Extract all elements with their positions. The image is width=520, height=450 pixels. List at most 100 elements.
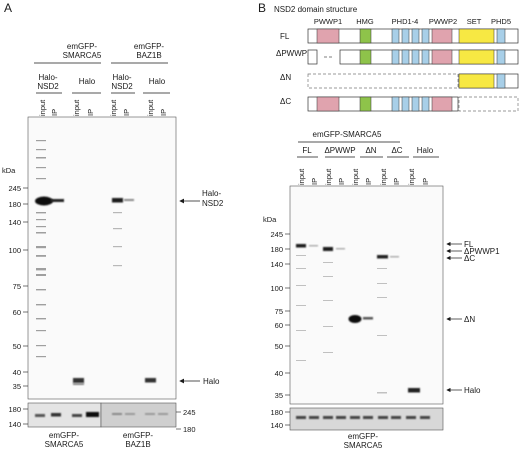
- domain-label-set: SET: [467, 17, 482, 26]
- lane-b7-smear: [377, 268, 387, 394]
- lower-label-b-line2: SMARCA5: [344, 441, 383, 450]
- band-halo-input: [73, 378, 84, 383]
- group-label-2-line1: emGFP-: [134, 42, 165, 51]
- marker-label: 50: [13, 342, 21, 351]
- construct-fl: [307, 28, 519, 44]
- band-halo-nsd2-input: [35, 196, 53, 206]
- lower-marker-b: 140: [270, 421, 283, 430]
- lane-label: input: [297, 168, 306, 185]
- band-lower-a3: [72, 414, 82, 417]
- lower-label-2-line2: BAZ1B: [125, 440, 150, 449]
- lane-a5-bands: [113, 212, 122, 267]
- lower-label-b-line1: emGFP-: [348, 432, 379, 441]
- marker-ticks-b: [285, 233, 290, 396]
- marker-label: 75: [13, 282, 21, 291]
- construct-dc: [307, 96, 519, 112]
- band-baz1b-nsd2-input: [112, 198, 123, 203]
- band-lower-a7: [145, 413, 155, 415]
- marker-label: 140: [270, 260, 283, 269]
- marker-label: 35: [275, 391, 283, 400]
- band-dc-input: [377, 255, 388, 259]
- bait-label-3-line2: NSD2: [111, 82, 133, 91]
- band-lower-a4: [86, 412, 99, 417]
- marker-label: 60: [13, 308, 21, 317]
- blot-a-main: [27, 116, 177, 400]
- lower-label-2-line1: emGFP-: [123, 431, 154, 440]
- bait-label-4: Halo: [149, 77, 166, 86]
- lane-b3-smear: [323, 262, 333, 353]
- annot-fl: FL: [464, 240, 474, 249]
- lower-right-marker: 245: [183, 408, 196, 417]
- annot-halo: Halo: [203, 377, 220, 386]
- band-fl-ip: [309, 245, 318, 247]
- annot-halo-nsd2-line1: Halo-: [202, 189, 221, 198]
- annot-dpwwp1: ΔPWWP1: [464, 247, 500, 256]
- panel-b: B NSD2 domain structure PWWP1 HMG PHD1-4…: [258, 1, 519, 450]
- bait-label-1-line2: NSD2: [37, 82, 59, 91]
- band-lower-a8: [158, 413, 168, 415]
- lane-label: input: [146, 99, 155, 116]
- band-dn-input: [348, 315, 362, 323]
- group-label-1-line1: emGFP-: [67, 42, 98, 51]
- band-dn-ip: [363, 317, 373, 320]
- marker-label: 245: [8, 184, 21, 193]
- marker-label: 40: [13, 368, 21, 377]
- band-halo-input-2: [73, 383, 84, 385]
- lane-label: IP: [421, 178, 430, 185]
- group-label-2-line2: BAZ1B: [136, 51, 161, 60]
- lane-label: IP: [310, 178, 319, 185]
- lane-label: IP: [364, 178, 373, 185]
- construct-label: ΔC: [280, 97, 291, 106]
- panel-b-letter: B: [258, 1, 266, 15]
- kda-label-a: kDa: [2, 166, 16, 175]
- construct-label: ΔN: [280, 73, 291, 82]
- band-halo-input-b: [408, 388, 420, 393]
- lower-label-1-line1: emGFP-: [49, 431, 80, 440]
- group-label-1-line2: SMARCA5: [63, 51, 102, 60]
- blot-b-main: [289, 185, 444, 405]
- marker-label: 100: [8, 246, 21, 255]
- lower-left-marker: 140: [8, 420, 21, 429]
- lane-group-label: FL: [302, 146, 312, 155]
- lane-label: IP: [337, 178, 346, 185]
- band-lower-a6: [125, 413, 135, 415]
- marker-label: 245: [270, 230, 283, 239]
- band-baz1b-nsd2-ip: [124, 199, 134, 201]
- bait-label-3-line1: Halo-: [112, 73, 131, 82]
- lane-label: input: [324, 168, 333, 185]
- lane-label: input: [38, 99, 47, 116]
- lane-label: IP: [159, 109, 168, 116]
- marker-label: 40: [275, 369, 283, 378]
- panel-a-letter: A: [4, 1, 12, 15]
- annot-halo-b: Halo: [464, 386, 481, 395]
- lower-left-marker: 180: [8, 405, 21, 414]
- marker-label: 50: [275, 342, 283, 351]
- lane-label: input: [351, 168, 360, 185]
- lower-marker-ticks-a: [23, 408, 181, 430]
- construct-label: FL: [280, 32, 290, 41]
- lane-group-label: Halo: [417, 146, 434, 155]
- lane-label: IP: [392, 178, 401, 185]
- lane-group-label: ΔPWWP: [324, 146, 355, 155]
- marker-label: 180: [8, 200, 21, 209]
- band-lower-a2: [51, 413, 61, 417]
- band-dpwwp-ip: [336, 248, 345, 250]
- domain-label-hmg: HMG: [356, 17, 374, 26]
- lane-group-label: ΔN: [365, 146, 376, 155]
- domain-label-pwwp1: PWWP1: [314, 17, 342, 26]
- lane-label: input: [109, 99, 118, 116]
- construct-dn: [307, 73, 519, 89]
- annot-dc: ΔC: [464, 254, 475, 263]
- band-lower-a5: [112, 413, 122, 415]
- lane-label: IP: [50, 109, 59, 116]
- marker-label: 100: [270, 284, 283, 293]
- group-label-b: emGFP-SMARCA5: [313, 130, 382, 139]
- marker-ticks-a: [23, 187, 28, 387]
- band-lower-a1: [35, 414, 45, 417]
- band-baz1b-halo-input: [145, 378, 156, 383]
- lane-label: input: [72, 99, 81, 116]
- annot-halo-nsd2-line2: NSD2: [202, 199, 224, 208]
- marker-label: 75: [275, 307, 283, 316]
- lane-label: input: [407, 168, 416, 185]
